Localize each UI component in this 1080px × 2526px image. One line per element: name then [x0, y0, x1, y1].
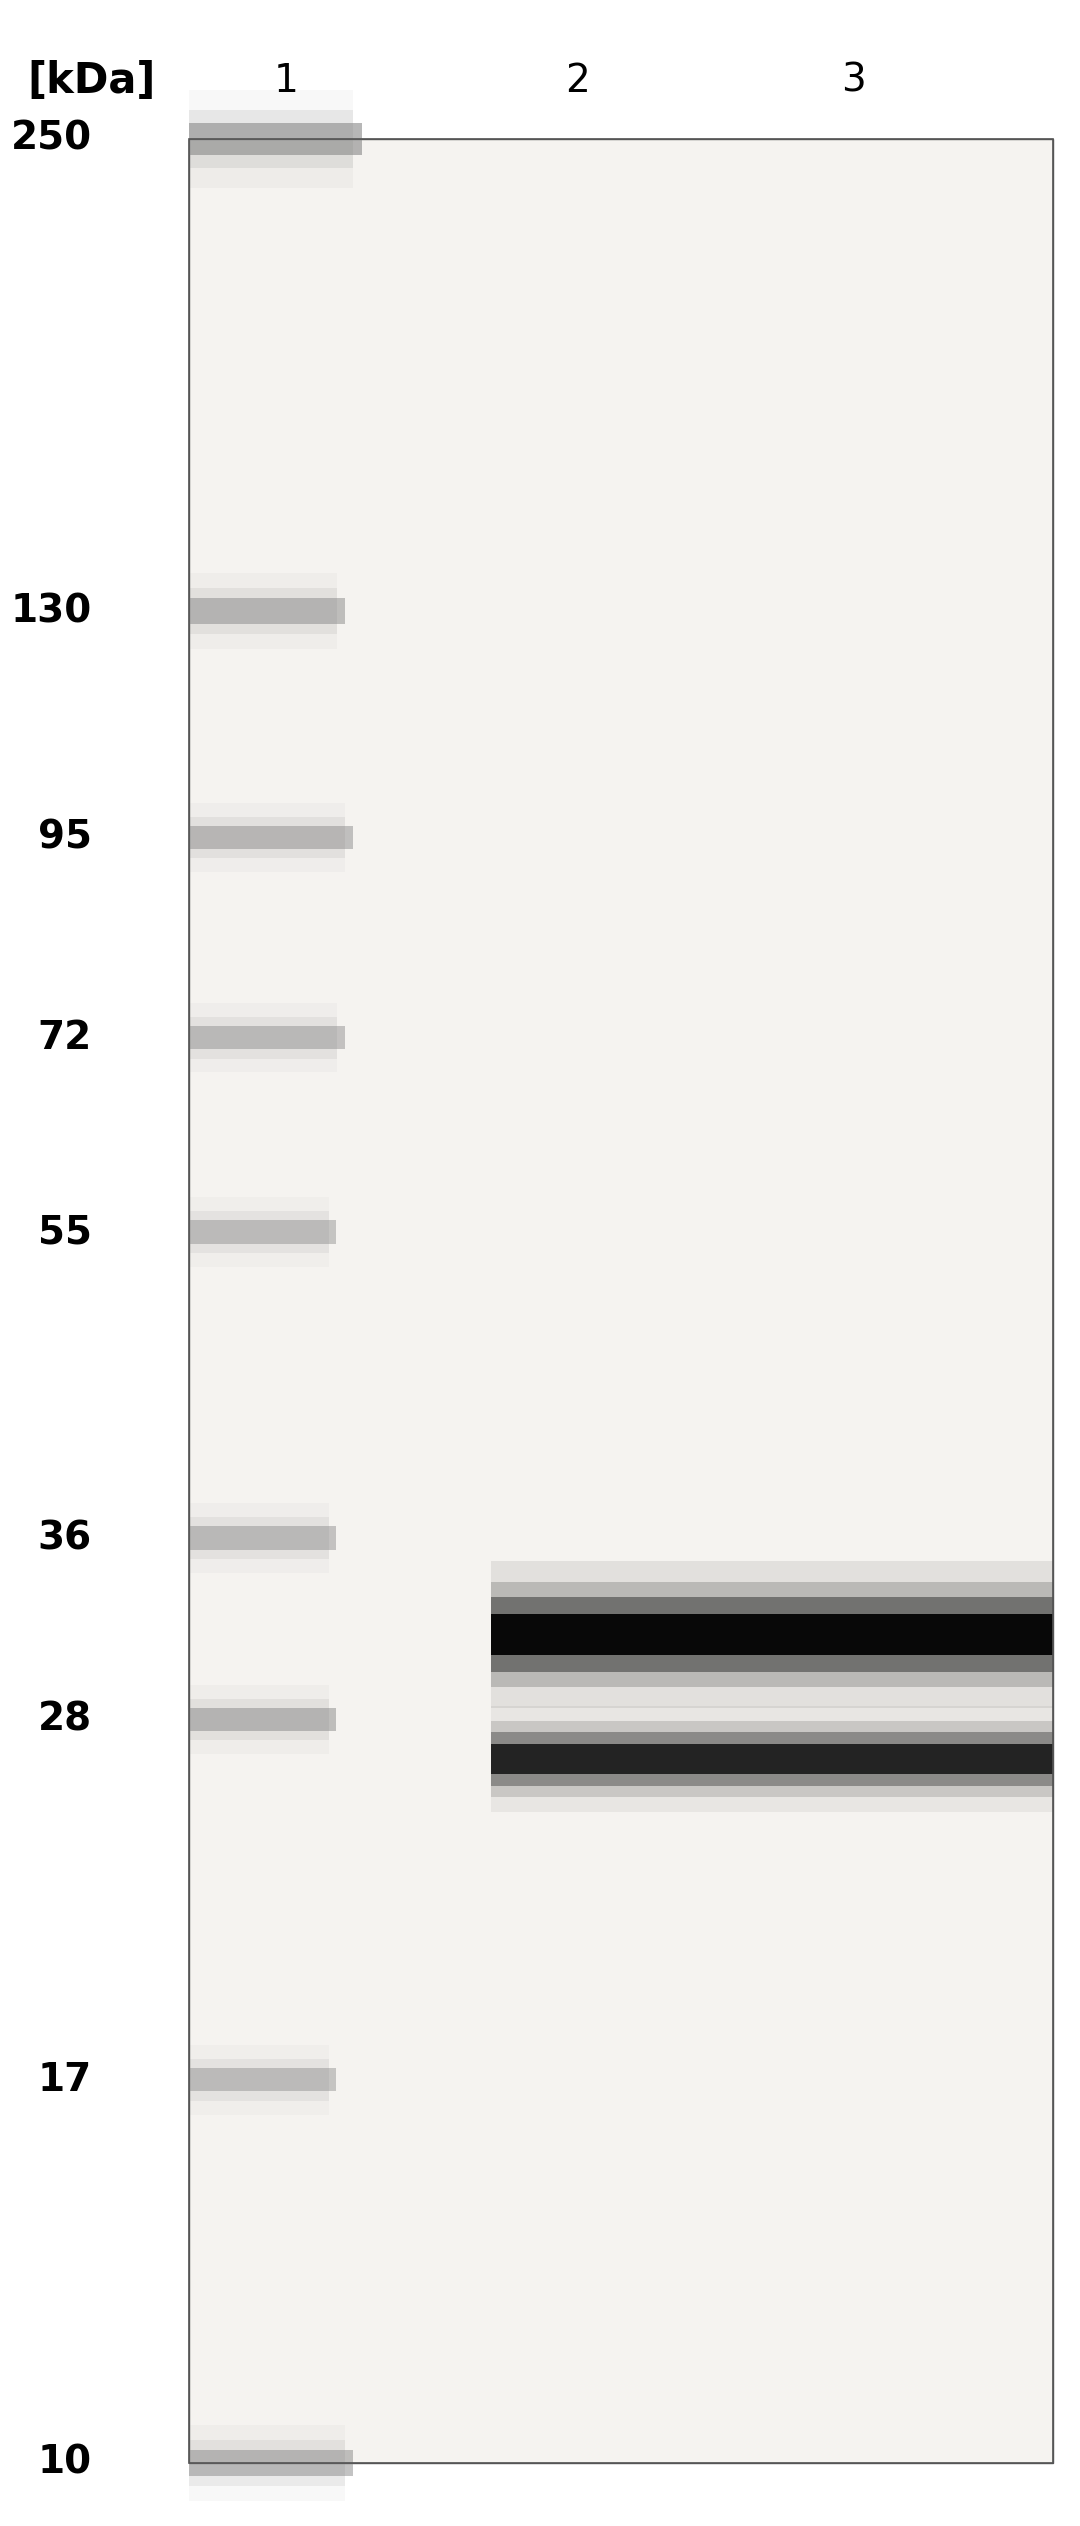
Text: 95: 95: [38, 818, 92, 856]
Bar: [189, 573, 337, 649]
Bar: [491, 1733, 1053, 1786]
Bar: [189, 139, 1053, 2463]
Bar: [491, 1581, 1053, 1687]
Bar: [491, 1561, 1053, 1708]
Bar: [189, 2046, 328, 2114]
Bar: [189, 1697, 328, 1740]
Text: 3: 3: [841, 61, 865, 101]
Text: [kDa]: [kDa]: [28, 61, 156, 101]
Bar: [189, 2425, 345, 2501]
Bar: [491, 1614, 1053, 1655]
Bar: [189, 1518, 328, 1559]
Bar: [189, 1015, 337, 1058]
Text: 2: 2: [566, 61, 590, 101]
Bar: [189, 1526, 336, 1548]
Bar: [189, 124, 362, 154]
Bar: [189, 139, 1053, 2463]
Bar: [189, 109, 353, 169]
Bar: [189, 2059, 328, 2102]
Bar: [189, 826, 353, 849]
Bar: [491, 1723, 1053, 1796]
Bar: [491, 1708, 1053, 1811]
Text: 55: 55: [38, 1212, 92, 1250]
Text: 17: 17: [38, 2061, 92, 2099]
Bar: [189, 1708, 336, 1730]
Text: 72: 72: [38, 1018, 92, 1056]
Bar: [189, 599, 345, 624]
Bar: [491, 1743, 1053, 1773]
Bar: [189, 91, 353, 187]
Bar: [189, 816, 345, 859]
Bar: [189, 2450, 353, 2475]
Bar: [189, 1685, 328, 1756]
Text: 36: 36: [38, 1518, 92, 1556]
Bar: [189, 1003, 337, 1074]
Text: 130: 130: [11, 591, 92, 629]
Bar: [189, 1503, 328, 1574]
Text: 28: 28: [38, 1700, 92, 1738]
Bar: [189, 1026, 345, 1048]
Bar: [189, 2069, 336, 2092]
Bar: [189, 1220, 336, 1243]
Bar: [189, 1197, 328, 1268]
Bar: [491, 1596, 1053, 1672]
Text: 10: 10: [38, 2443, 92, 2483]
Text: 1: 1: [273, 61, 299, 101]
Bar: [189, 589, 337, 634]
Text: 250: 250: [11, 119, 92, 159]
Bar: [189, 1210, 328, 1253]
Bar: [189, 803, 345, 871]
Bar: [189, 2440, 345, 2486]
